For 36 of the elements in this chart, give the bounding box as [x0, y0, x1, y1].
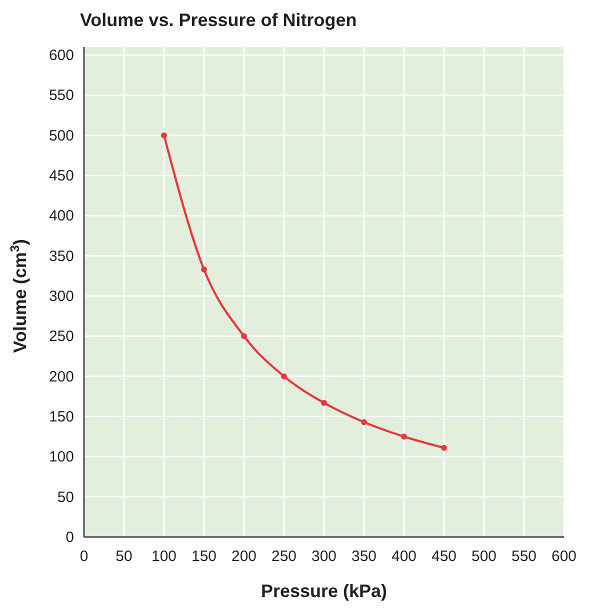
x-tick-label: 300	[311, 548, 337, 565]
x-tick-label: 600	[551, 548, 577, 565]
y-tick-label: 400	[48, 208, 74, 225]
y-tick-label: 600	[48, 47, 74, 64]
x-tick-label: 250	[271, 548, 297, 565]
x-tick-label: 200	[231, 548, 257, 565]
x-tick-label: 150	[191, 548, 217, 565]
point	[401, 434, 407, 440]
x-tick-label: 350	[351, 548, 377, 565]
y-tick-label: 350	[48, 248, 74, 265]
y-tick-label: 500	[48, 127, 74, 144]
point	[281, 373, 287, 380]
y-tick-label: 50	[57, 488, 74, 506]
x-tick-label: 100	[151, 548, 177, 565]
x-axis-title: Pressure (kPa)	[260, 581, 388, 601]
point	[361, 419, 367, 426]
y-tick-label: 200	[48, 368, 74, 386]
x-tick-label: 0	[80, 548, 88, 565]
point	[201, 266, 207, 272]
x-tick-label: 50	[116, 548, 132, 565]
y-tick-label: 100	[48, 448, 74, 466]
x-tick-label: 400	[391, 548, 417, 565]
point	[321, 400, 327, 406]
x-tick-label: 550	[511, 548, 537, 565]
x-tick-label: 450	[431, 548, 457, 565]
point	[441, 444, 447, 451]
chart-title: Volume vs. Pressure of Nitrogen	[80, 10, 357, 30]
y-tick-label: 150	[48, 408, 74, 426]
y-tick-label: 450	[48, 168, 74, 184]
x-tick-label: 500	[471, 548, 497, 565]
point	[161, 132, 167, 138]
y-tick-label: 250	[48, 328, 74, 346]
y-tick-label: 300	[48, 288, 74, 305]
y-tick-label: 0	[66, 529, 74, 546]
y-tick-label: 550	[48, 87, 74, 104]
point	[241, 333, 247, 340]
